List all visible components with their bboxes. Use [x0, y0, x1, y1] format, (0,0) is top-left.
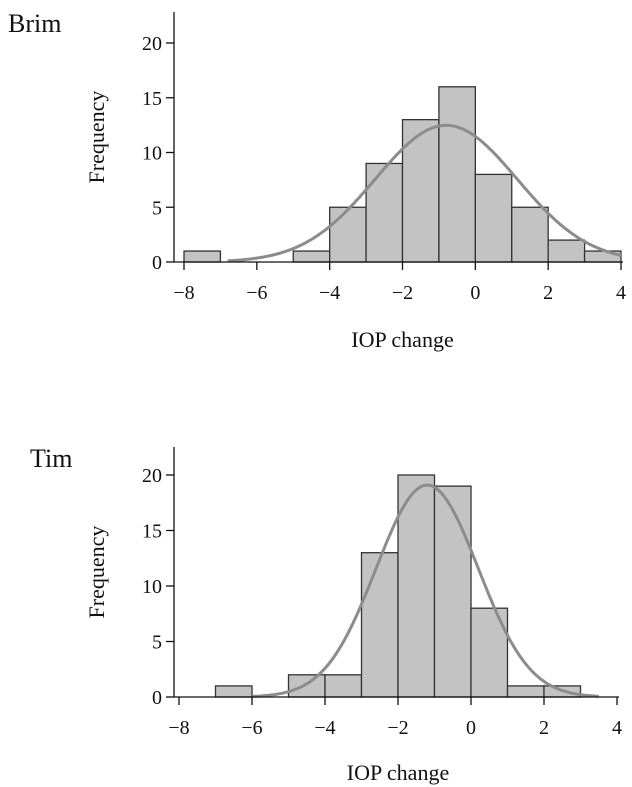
panel-title: Brim — [8, 9, 61, 38]
histogram-panel-1: Brim 0 5 10 15 20 −8 −6 −4 −2 0 2 4 IOP change Frequen… — [8, 9, 626, 352]
histogram-panel-2: Tim 0 5 10 15 20 −8 −6 −4 −2 0 2 4 IOP change Frequenc… — [30, 444, 622, 785]
histogram-bar — [438, 86, 476, 263]
x-tick-label: −6 — [246, 282, 267, 304]
y-tick-label: 0 — [152, 687, 162, 709]
x-tick-label: −8 — [168, 717, 189, 739]
x-tick-label: 2 — [539, 717, 549, 739]
x-tick-label: 4 — [612, 717, 622, 739]
x-tick-label: −6 — [241, 717, 262, 739]
y-tick-label: 20 — [142, 33, 162, 55]
x-tick-label: −8 — [173, 282, 194, 304]
y-tick-label: 15 — [142, 88, 162, 110]
panel-title: Tim — [30, 444, 72, 473]
x-axis-label: IOP change — [347, 760, 449, 785]
y-tick-label: 10 — [142, 576, 162, 598]
normal-fit-curve — [251, 483, 599, 698]
x-tick-label: −2 — [387, 717, 408, 739]
histogram-bar — [506, 685, 545, 698]
y-tick-label: 15 — [142, 521, 162, 543]
histogram-bar — [360, 552, 399, 698]
x-tick-label: 2 — [543, 282, 553, 304]
histogram-bar — [292, 250, 331, 263]
x-tick-label: 4 — [616, 282, 626, 304]
y-tick-label: 20 — [142, 465, 162, 487]
x-tick-label: 0 — [466, 717, 476, 739]
histogram-bar — [183, 250, 222, 263]
histogram-bar — [547, 239, 586, 263]
y-axis-label: Frequency — [84, 91, 109, 184]
x-tick-label: 0 — [470, 282, 480, 304]
y-tick-label: 5 — [152, 197, 162, 219]
x-tick-label: −4 — [314, 717, 335, 739]
histogram-bar — [365, 162, 404, 263]
histogram-bar — [511, 206, 549, 263]
histogram-bar — [433, 485, 472, 698]
x-axis-label: IOP change — [351, 327, 453, 352]
histogram-bar — [474, 173, 513, 263]
histogram-bar — [287, 674, 326, 698]
y-tick-label: 10 — [142, 143, 162, 165]
histogram-bar — [214, 685, 253, 698]
normal-fit-curve — [227, 123, 622, 263]
histogram-bar — [401, 119, 440, 263]
histogram-bar — [329, 206, 367, 263]
y-axis-label: Frequency — [84, 526, 109, 619]
y-tick-label: 5 — [152, 632, 162, 654]
histogram-bar — [324, 674, 363, 698]
y-tick-label: 0 — [152, 252, 162, 274]
x-tick-label: −2 — [392, 282, 413, 304]
x-tick-label: −4 — [319, 282, 340, 304]
